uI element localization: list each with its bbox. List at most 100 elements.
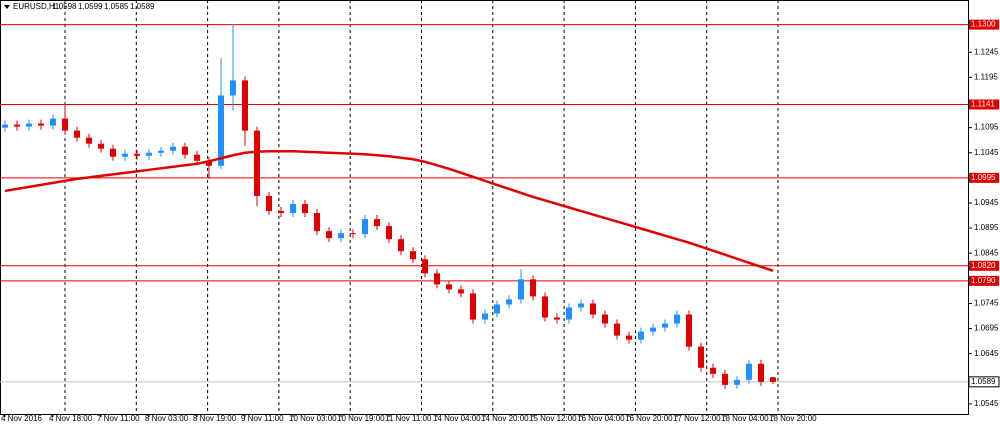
candle-body xyxy=(362,219,368,235)
candle-body xyxy=(626,335,632,340)
candle-body xyxy=(518,279,524,300)
candle-body xyxy=(26,123,32,127)
candle-body xyxy=(194,154,200,161)
x-tick-label: 8 Nov 03:00 xyxy=(145,414,189,423)
header-price: 1.0585 xyxy=(104,2,129,11)
candle-body xyxy=(326,231,332,239)
candle-body xyxy=(158,150,164,153)
candle-body xyxy=(494,304,500,314)
level-tag xyxy=(969,275,999,286)
candle-body xyxy=(698,346,704,368)
candle-body xyxy=(278,211,284,214)
candle-body xyxy=(662,323,668,328)
candle-body xyxy=(122,153,128,157)
header-price: 1.0599 xyxy=(78,2,103,11)
x-tick-label: 4 Nov 2016 xyxy=(1,414,42,423)
candle-body xyxy=(290,203,296,214)
y-tick-label: 1.0745 xyxy=(974,299,999,308)
candle-body xyxy=(470,293,476,320)
candle-body xyxy=(686,314,692,347)
y-tick-label: 1.1195 xyxy=(974,72,998,81)
candle-body xyxy=(422,259,428,274)
level-label: 1.0995 xyxy=(971,173,996,182)
candle-body xyxy=(410,251,416,260)
level-tag xyxy=(969,19,999,30)
candle-body xyxy=(50,118,56,126)
plot-frame xyxy=(0,0,969,415)
candle-body xyxy=(722,373,728,385)
candle-body xyxy=(218,95,224,166)
candle-body xyxy=(602,314,608,324)
y-tick-label: 1.0645 xyxy=(974,349,999,358)
candle-body xyxy=(350,233,356,235)
x-tick-label: 7 Nov 11:00 xyxy=(97,414,140,423)
current-price-tag xyxy=(968,376,1000,388)
candle-body xyxy=(710,367,716,374)
y-tick-label: 1.1095 xyxy=(974,123,999,132)
x-tick-label: 4 Nov 18:00 xyxy=(49,414,93,423)
level-label: 1.0820 xyxy=(971,261,996,270)
x-tick-label: 16 Nov 20:00 xyxy=(625,414,673,423)
x-tick-label: 11 Nov 11:00 xyxy=(385,414,432,423)
candle-body xyxy=(62,118,68,131)
level-label: 1.0790 xyxy=(971,276,996,285)
level-label: 1.1141 xyxy=(971,100,995,109)
candle-body xyxy=(650,327,656,332)
candle-body xyxy=(614,323,620,336)
candle-body xyxy=(266,195,272,212)
x-tick-label: 10 Nov 03:00 xyxy=(289,414,337,423)
moving-average xyxy=(4,149,774,272)
candle-body xyxy=(746,363,752,380)
candle-body xyxy=(314,213,320,232)
x-tick-label: 9 Nov 11:00 xyxy=(241,414,284,423)
candle-body xyxy=(446,284,452,290)
candle-body xyxy=(758,363,764,382)
candle-body xyxy=(530,279,536,297)
y-tick-label: 1.0545 xyxy=(974,399,999,408)
candle-body xyxy=(338,233,344,239)
level-tag xyxy=(969,99,999,110)
current-price-label: 1.0589 xyxy=(971,377,996,386)
candle-body xyxy=(14,124,20,127)
chart-title: EURUSD,H1 xyxy=(13,2,60,11)
candle-body xyxy=(302,203,308,214)
candle-body xyxy=(386,226,392,240)
x-tick-label: 14 Nov 20:00 xyxy=(481,414,529,423)
y-tick-label: 1.0845 xyxy=(974,248,999,257)
candle-body xyxy=(206,160,212,166)
candle-body xyxy=(182,146,188,155)
candle-body xyxy=(482,313,488,320)
level-tag xyxy=(969,260,999,271)
candle-body xyxy=(2,124,8,128)
candle-body xyxy=(578,303,584,308)
level-tag xyxy=(969,172,999,183)
x-tick-label: 15 Nov 12:00 xyxy=(529,414,577,423)
x-tick-label: 16 Nov 04:00 xyxy=(577,414,625,423)
candle-body xyxy=(146,152,152,156)
candle-body xyxy=(110,148,116,157)
candle-body xyxy=(170,146,176,151)
candle-body xyxy=(134,153,140,156)
candle-body xyxy=(554,317,560,320)
candle-body xyxy=(674,314,680,324)
candle-body xyxy=(542,296,548,318)
candle-body xyxy=(86,137,92,144)
candle-body xyxy=(638,331,644,340)
x-tick-label: 10 Nov 19:00 xyxy=(337,414,385,423)
candle-body xyxy=(38,123,44,126)
x-tick-label: 17 Nov 12:00 xyxy=(673,414,721,423)
x-tick-label: 8 Nov 19:00 xyxy=(193,414,237,423)
candle-body xyxy=(230,80,236,96)
candle-body xyxy=(374,219,380,227)
y-tick-label: 1.0695 xyxy=(974,324,999,333)
candle-body xyxy=(254,130,260,196)
menu-arrow[interactable] xyxy=(4,5,10,9)
y-tick-label: 1.1045 xyxy=(974,148,999,157)
candle-body xyxy=(770,377,776,382)
candle-body xyxy=(566,307,572,320)
candle-body xyxy=(242,80,248,131)
header-price: 1.0589 xyxy=(130,2,155,11)
y-tick-label: 1.1245 xyxy=(974,47,999,56)
